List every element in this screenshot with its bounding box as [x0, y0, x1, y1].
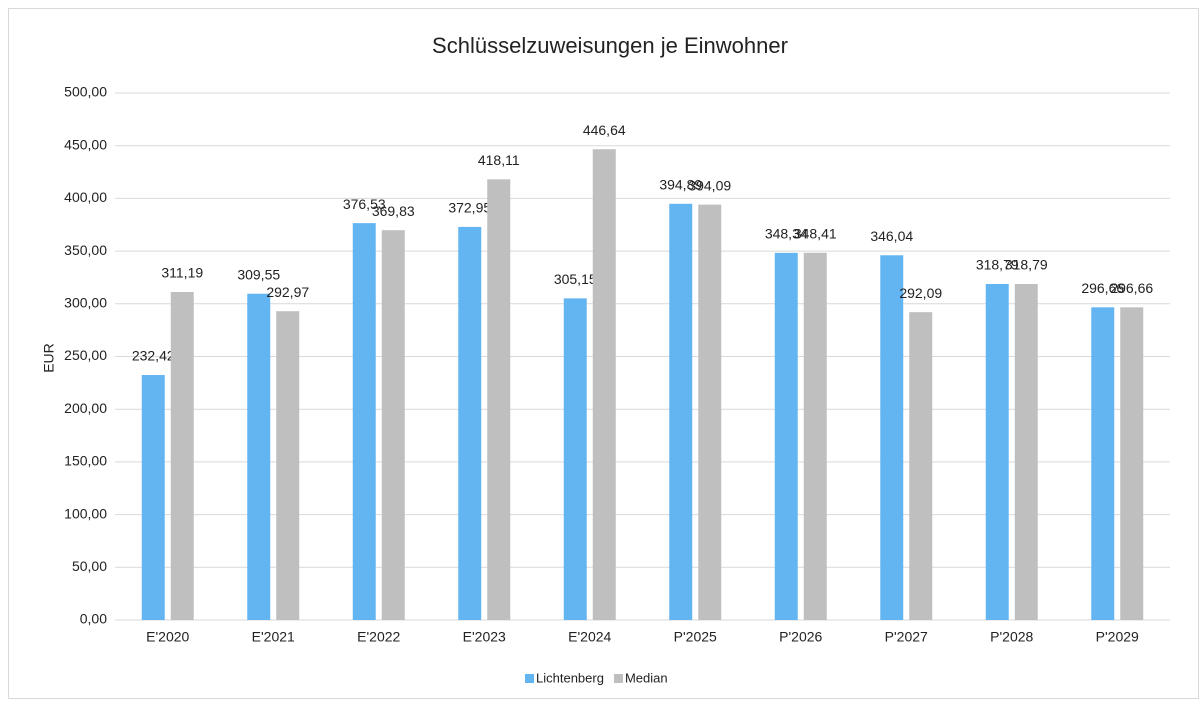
y-tick-label: 400,00: [64, 189, 107, 205]
x-tick-label: P'2027: [885, 629, 928, 645]
bar: [985, 283, 1009, 620]
data-label: 232,42: [132, 348, 175, 364]
data-label: 311,19: [161, 265, 203, 281]
data-label: 346,04: [870, 228, 913, 244]
y-tick-label: 350,00: [64, 242, 107, 258]
y-tick-label: 300,00: [64, 295, 107, 311]
data-label: 394,89: [659, 176, 702, 192]
bar: [1091, 307, 1115, 620]
legend-label: Median: [625, 670, 668, 685]
y-axis-title: EUR: [41, 343, 57, 373]
bar: [803, 252, 827, 620]
legend-swatch: [613, 674, 623, 683]
bar: [487, 179, 511, 620]
data-label: 318,79: [1005, 257, 1048, 273]
bar: [909, 312, 933, 620]
data-label: 292,09: [899, 285, 942, 301]
y-tick-label: 200,00: [64, 400, 107, 416]
x-tick-label: E'2021: [252, 629, 295, 645]
x-tick-label: P'2029: [1096, 629, 1139, 645]
bar: [563, 298, 587, 620]
y-tick-label: 50,00: [72, 558, 107, 574]
data-label: 305,15: [554, 271, 597, 287]
y-tick-label: 0,00: [80, 611, 107, 627]
bar: [141, 375, 165, 620]
x-tick-label: P'2026: [779, 629, 822, 645]
bar: [1014, 283, 1038, 620]
bar: [669, 203, 693, 620]
bar: [381, 230, 405, 621]
data-label: 369,83: [372, 203, 415, 219]
y-tick-label: 450,00: [64, 136, 107, 152]
data-label: 348,41: [794, 225, 837, 241]
chart-title: Schlüsselzuweisungen je Einwohner: [432, 33, 788, 58]
legend-label: Lichtenberg: [536, 670, 604, 685]
data-label: 418,11: [478, 152, 520, 168]
x-tick-label: P'2028: [990, 629, 1033, 645]
bar: [170, 292, 194, 620]
y-tick-label: 150,00: [64, 453, 107, 469]
x-tick-label: E'2023: [463, 629, 506, 645]
data-label: 292,97: [266, 284, 309, 300]
data-label: 394,09: [688, 177, 731, 193]
x-tick-label: E'2020: [146, 629, 189, 645]
y-tick-label: 100,00: [64, 505, 107, 521]
data-label: 318,79: [976, 257, 1019, 273]
bar: [276, 311, 300, 620]
y-tick-label: 250,00: [64, 347, 107, 363]
data-label: 296,66: [1110, 280, 1153, 296]
data-label: 296,66: [1081, 280, 1124, 296]
x-tick-label: E'2022: [357, 629, 400, 645]
y-tick-label: 500,00: [64, 84, 107, 100]
bar: [880, 255, 904, 620]
bar: [698, 204, 722, 620]
data-label: 376,53: [343, 196, 386, 212]
x-tick-label: E'2024: [568, 629, 611, 645]
x-tick-label: P'2025: [674, 629, 717, 645]
legend-swatch: [525, 674, 534, 683]
data-label: 372,95: [448, 200, 491, 216]
bar: [247, 293, 271, 620]
bar: [458, 226, 482, 620]
bar: [1120, 307, 1144, 620]
data-label: 309,55: [237, 266, 280, 282]
data-label: 446,64: [583, 122, 626, 138]
data-label: 348,34: [765, 226, 808, 242]
bar: [352, 223, 376, 620]
bar: [774, 252, 798, 620]
bar: [592, 149, 616, 620]
